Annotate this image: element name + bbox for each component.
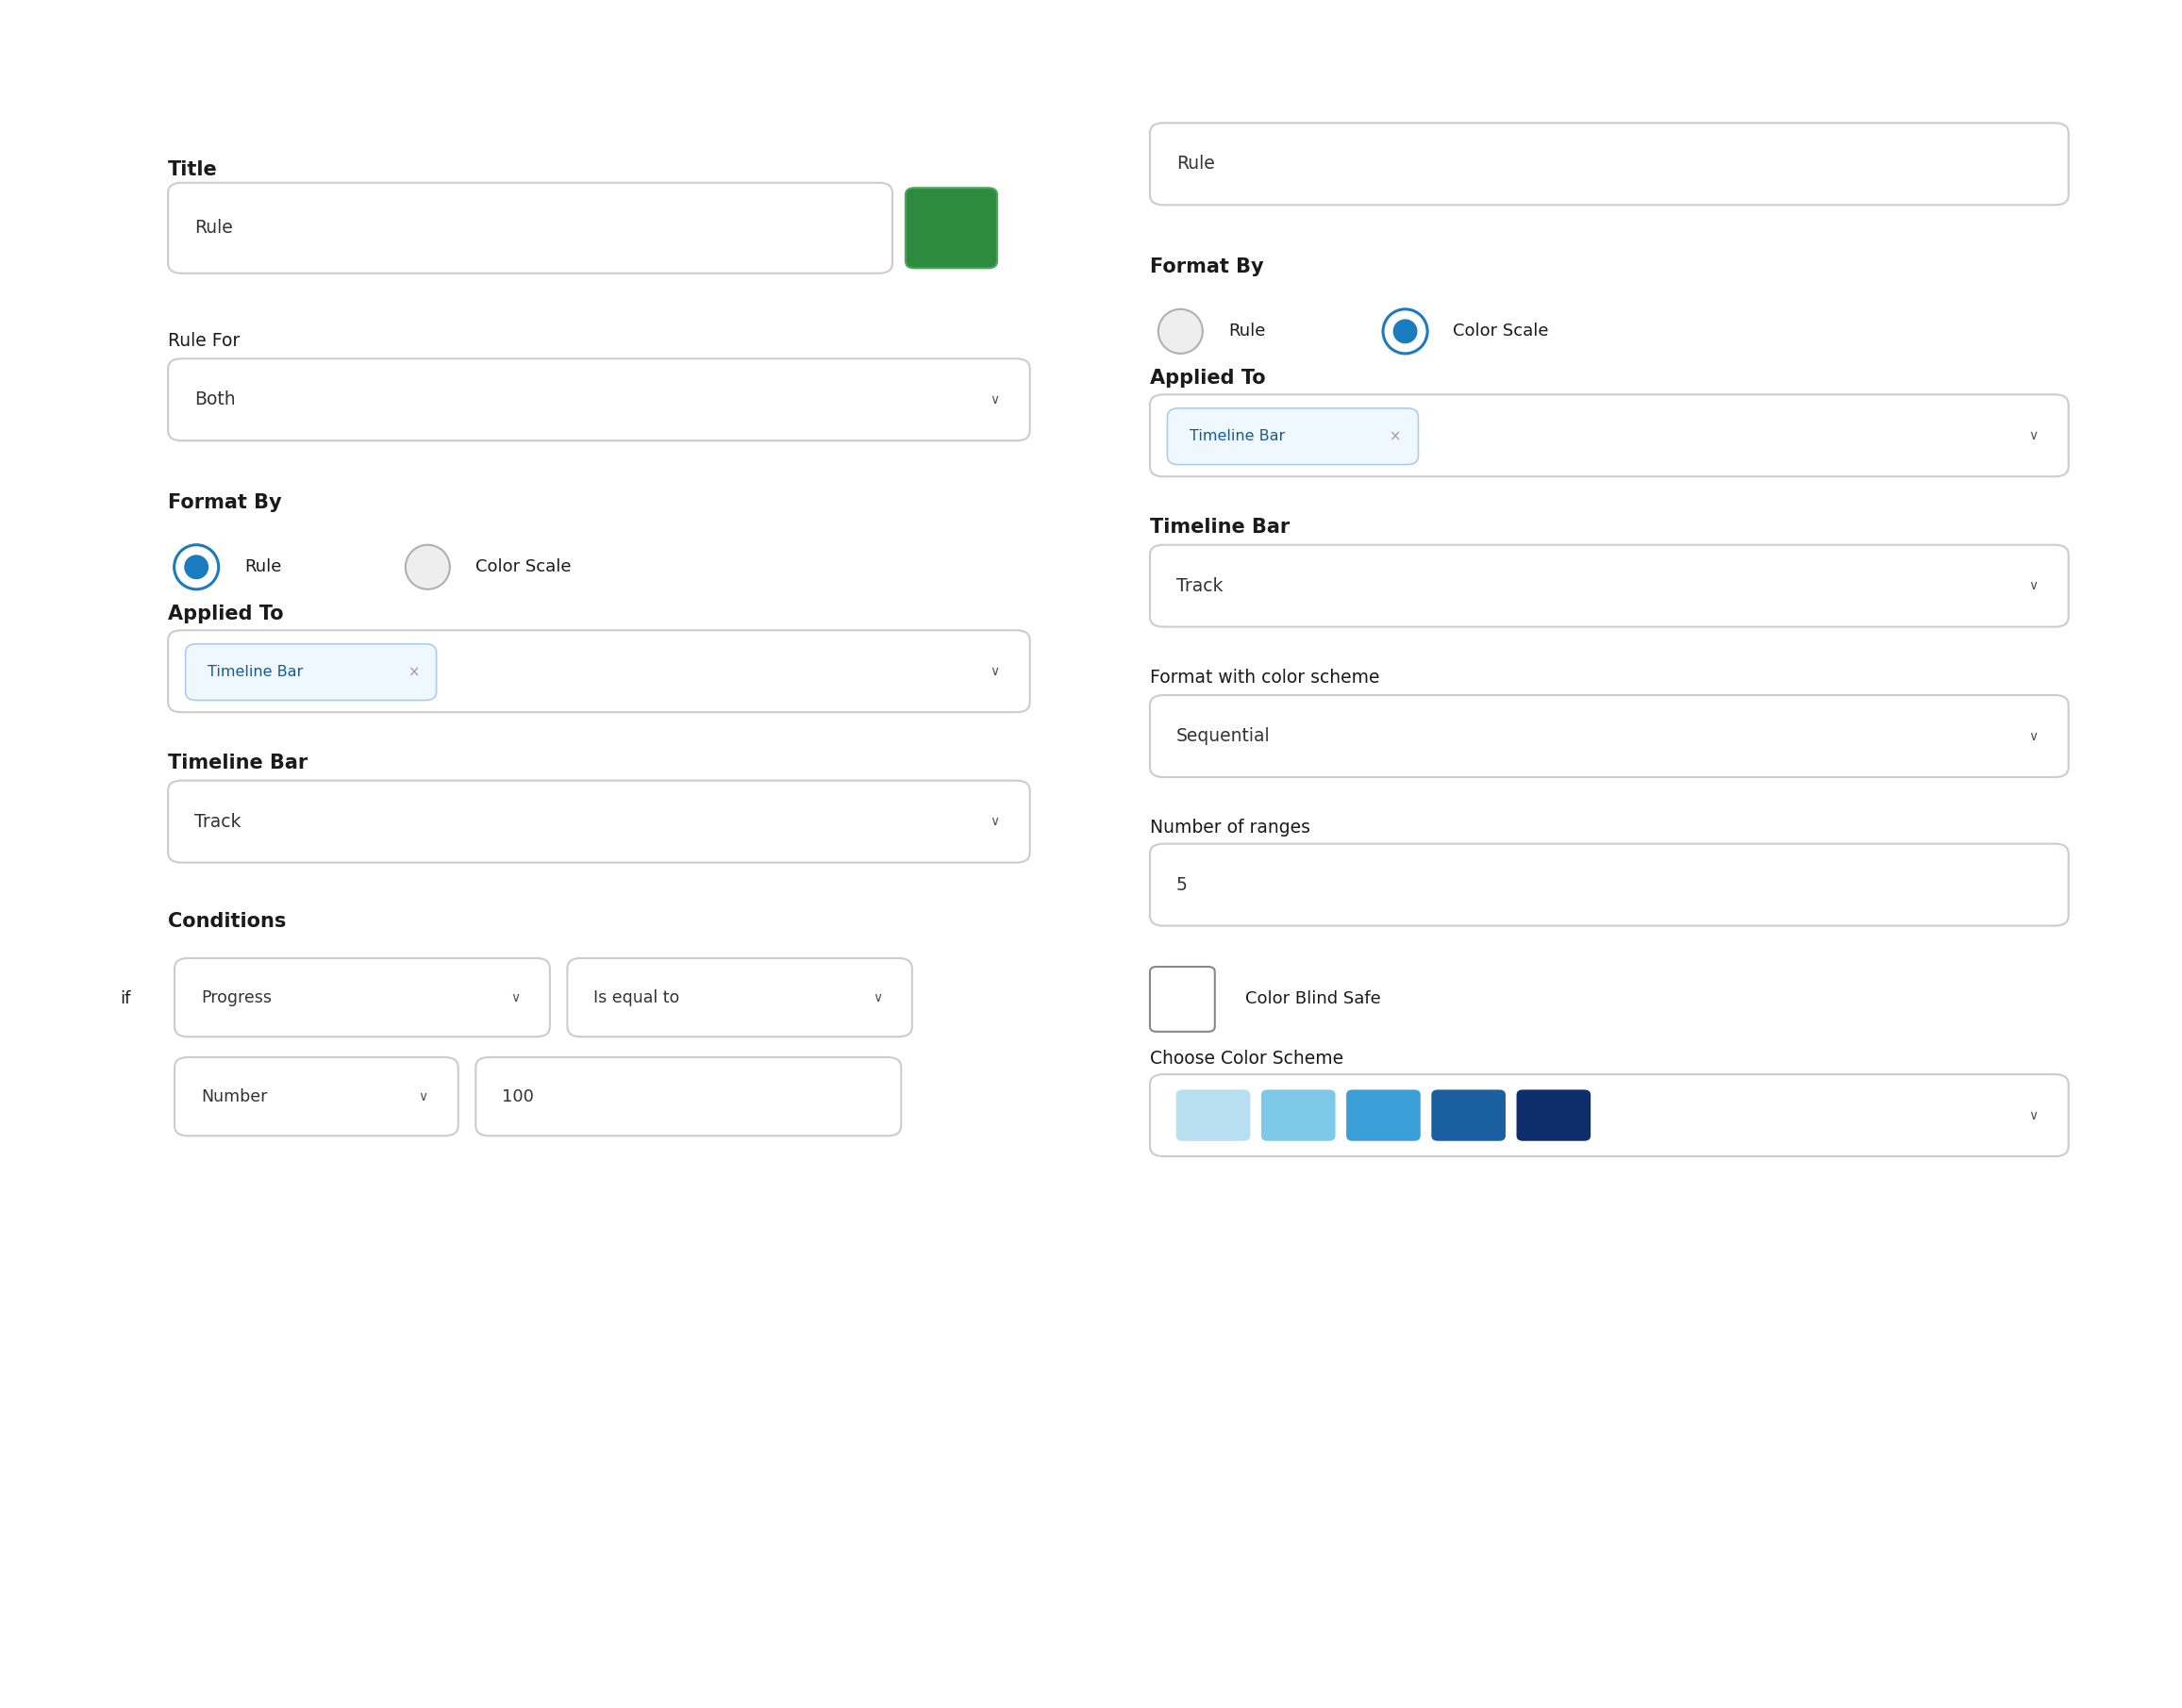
Text: Color Scale: Color Scale (1453, 323, 1549, 340)
Text: Timeline Bar: Timeline Bar (168, 753, 308, 772)
Text: if: if (120, 991, 131, 1008)
Text: Choose Color Scheme: Choose Color Scheme (1150, 1050, 1344, 1068)
Text: ∨: ∨ (991, 664, 999, 678)
Text: ∨: ∨ (2029, 1108, 2038, 1122)
Text: ∨: ∨ (511, 991, 519, 1004)
FancyBboxPatch shape (1167, 408, 1418, 465)
FancyBboxPatch shape (175, 958, 550, 1037)
Text: Color Blind Safe: Color Blind Safe (1246, 991, 1381, 1008)
Text: Applied To: Applied To (1150, 369, 1266, 388)
Text: ∨: ∨ (2029, 579, 2038, 593)
Text: Format By: Format By (1150, 258, 1263, 277)
Text: ∨: ∨ (873, 991, 882, 1004)
Text: Progress: Progress (201, 989, 271, 1006)
Text: ∨: ∨ (2029, 729, 2038, 743)
FancyBboxPatch shape (1346, 1090, 1420, 1141)
Ellipse shape (1383, 309, 1427, 354)
FancyBboxPatch shape (185, 644, 436, 700)
Text: Rule: Rule (244, 559, 281, 576)
FancyBboxPatch shape (1150, 695, 2069, 777)
FancyBboxPatch shape (1150, 395, 2069, 477)
Text: ∨: ∨ (419, 1090, 428, 1103)
Text: Track: Track (194, 813, 240, 830)
FancyBboxPatch shape (476, 1057, 901, 1136)
Text: Timeline Bar: Timeline Bar (207, 664, 303, 680)
Ellipse shape (1392, 319, 1418, 343)
Text: Rule For: Rule For (168, 333, 240, 350)
Text: 100: 100 (502, 1088, 535, 1105)
Ellipse shape (1159, 309, 1202, 354)
Text: ∨: ∨ (2029, 429, 2038, 442)
Text: ×: × (1390, 429, 1401, 444)
Text: Format with color scheme: Format with color scheme (1150, 670, 1379, 687)
Text: ×: × (408, 664, 419, 680)
FancyBboxPatch shape (1150, 545, 2069, 627)
Text: ∨: ∨ (991, 393, 999, 407)
Text: Format By: Format By (168, 494, 281, 512)
FancyBboxPatch shape (1261, 1090, 1335, 1141)
FancyBboxPatch shape (168, 183, 892, 273)
Ellipse shape (183, 555, 209, 579)
Text: Timeline Bar: Timeline Bar (1150, 518, 1290, 536)
Ellipse shape (175, 545, 218, 589)
FancyBboxPatch shape (168, 781, 1030, 863)
FancyBboxPatch shape (1431, 1090, 1506, 1141)
FancyBboxPatch shape (1150, 1074, 2069, 1156)
FancyBboxPatch shape (175, 1057, 458, 1136)
Text: Title: Title (168, 161, 218, 179)
Ellipse shape (406, 545, 449, 589)
FancyBboxPatch shape (168, 630, 1030, 712)
Text: Number: Number (201, 1088, 266, 1105)
FancyBboxPatch shape (1516, 1090, 1591, 1141)
Text: Color Scale: Color Scale (476, 559, 572, 576)
FancyBboxPatch shape (906, 188, 997, 268)
Text: 5: 5 (1176, 876, 1187, 893)
Text: Is equal to: Is equal to (594, 989, 679, 1006)
FancyBboxPatch shape (567, 958, 912, 1037)
FancyBboxPatch shape (1176, 1090, 1250, 1141)
FancyBboxPatch shape (1150, 967, 1215, 1032)
Text: Both: Both (194, 391, 236, 408)
FancyBboxPatch shape (168, 359, 1030, 441)
Text: Sequential: Sequential (1176, 728, 1270, 745)
Text: Track: Track (1176, 577, 1222, 594)
Text: Rule: Rule (1228, 323, 1266, 340)
Text: Timeline Bar: Timeline Bar (1189, 429, 1285, 444)
Text: Number of ranges: Number of ranges (1150, 820, 1309, 837)
Text: Applied To: Applied To (168, 605, 284, 623)
Text: Rule: Rule (194, 219, 233, 237)
FancyBboxPatch shape (1150, 844, 2069, 926)
Text: Rule: Rule (1176, 155, 1215, 173)
FancyBboxPatch shape (1150, 123, 2069, 205)
Text: Conditions: Conditions (168, 912, 286, 931)
Text: ∨: ∨ (991, 815, 999, 828)
